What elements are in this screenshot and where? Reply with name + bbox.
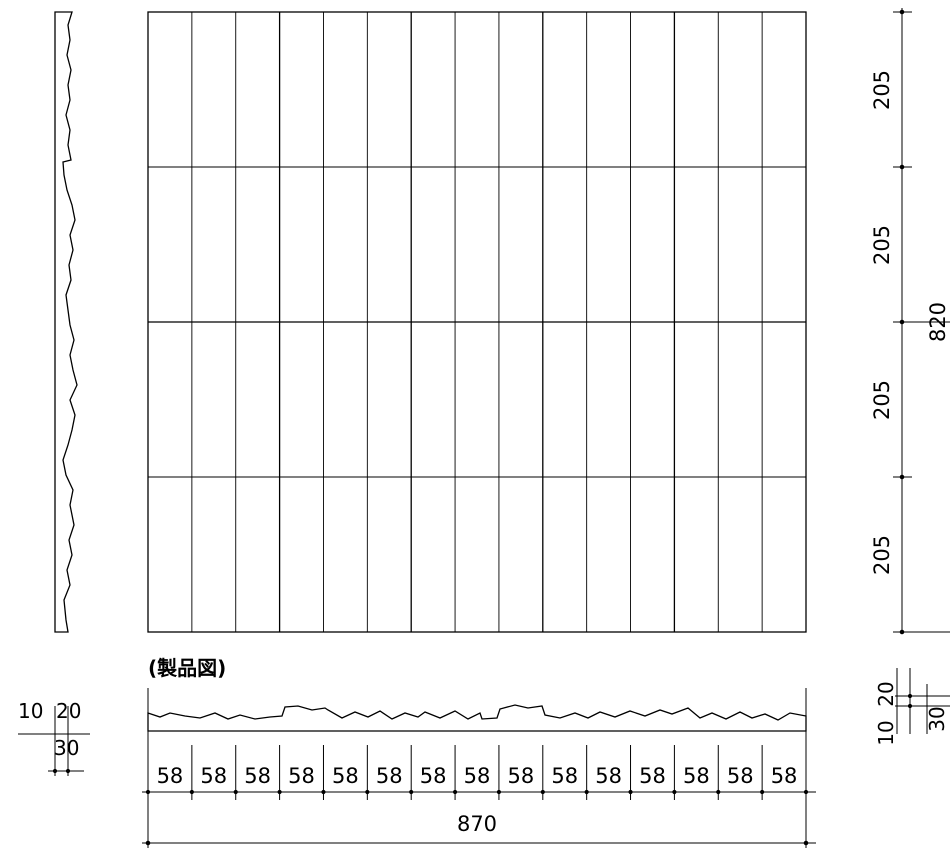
row-height-label: 205 — [870, 380, 894, 420]
column-width-label: 58 — [288, 764, 315, 788]
column-dim-dot — [365, 789, 370, 795]
column-width-label: 58 — [200, 764, 227, 788]
thickness-top-label: 20 — [56, 699, 81, 723]
column-width-labels: 58 58 58 58 58 58 58 58 58 58 58 58 58 58 58 — [157, 764, 798, 788]
column-dim-dot — [540, 789, 545, 795]
column-dim-dot — [628, 789, 633, 795]
thickness-bottom-label: 10 — [18, 699, 43, 723]
column-dim-dot — [145, 789, 151, 795]
column-dim-dot — [760, 789, 765, 795]
row-height-label: 205 — [870, 535, 894, 575]
total-width-label: 870 — [457, 812, 497, 836]
column-width-label: 58 — [727, 764, 754, 788]
column-dim-dot — [321, 789, 326, 795]
column-width-label: 58 — [507, 764, 534, 788]
column-dim-dot — [672, 789, 677, 795]
thickness-total-label: 30 — [925, 706, 949, 731]
column-dim-dot — [803, 789, 809, 795]
thickness-bottom-label: 10 — [874, 720, 898, 745]
column-dim-dot — [277, 789, 282, 795]
drawing-caption: (製品図) — [148, 656, 227, 680]
column-width-label: 58 — [595, 764, 622, 788]
column-dim-dot — [452, 789, 458, 795]
row-height-label: 205 — [870, 70, 894, 110]
thickness-total-label: 30 — [54, 736, 79, 760]
thickness-dimension-left — [18, 706, 90, 776]
bottom-profile — [147, 704, 807, 732]
column-width-label: 58 — [332, 764, 359, 788]
column-width-label: 58 — [244, 764, 271, 788]
vertical-dimensions — [893, 8, 950, 635]
thickness-top-label: 20 — [874, 681, 898, 706]
column-width-label: 58 — [157, 764, 184, 788]
side-profile — [54, 11, 78, 633]
column-dim-dot — [233, 789, 238, 795]
column-width-label: 58 — [464, 764, 491, 788]
thickness-dimension-right — [895, 668, 950, 734]
horizontal-dimensions — [142, 688, 816, 848]
panel-grid — [147, 11, 807, 633]
column-dim-dot — [716, 789, 721, 795]
column-dim-dot — [496, 789, 502, 795]
column-dim-dot — [189, 789, 194, 795]
column-width-label: 58 — [376, 764, 403, 788]
column-dim-dot — [584, 789, 589, 795]
total-height-label: 820 — [926, 302, 950, 342]
column-width-label: 58 — [683, 764, 710, 788]
column-dim-dot — [409, 789, 414, 795]
column-width-label: 58 — [420, 764, 447, 788]
column-width-label: 58 — [551, 764, 578, 788]
column-width-label: 58 — [639, 764, 666, 788]
column-width-label: 58 — [771, 764, 798, 788]
row-height-label: 205 — [870, 225, 894, 265]
